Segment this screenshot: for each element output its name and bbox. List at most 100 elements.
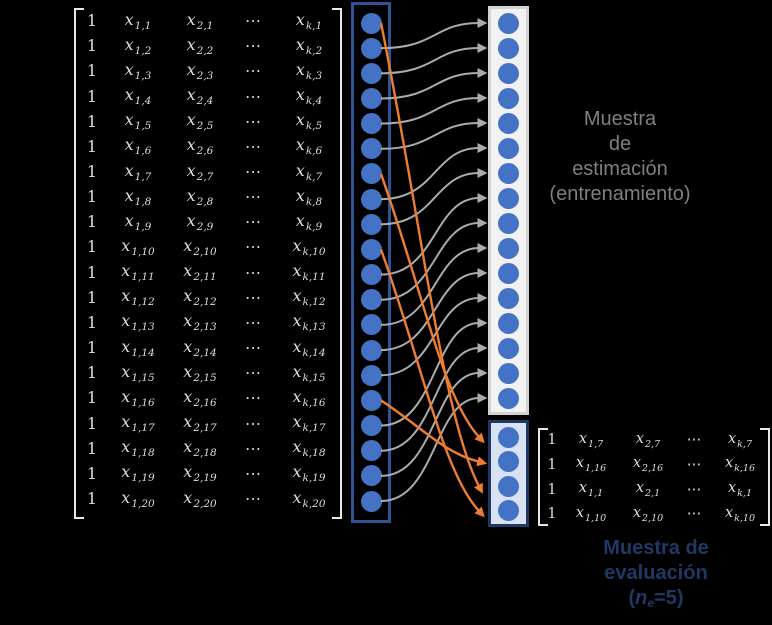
matrix-cell: 1 (86, 338, 98, 358)
training-node (497, 12, 519, 34)
full-sample-node (360, 163, 382, 185)
training-connection (380, 243, 488, 326)
matrix-cell: ⋯ (245, 237, 261, 257)
matrix-cell: xk,17 (292, 412, 326, 435)
full-sample-node (360, 188, 382, 210)
matrix-cell: x1,16 (121, 386, 155, 409)
matrix-row: 1 x1,12 x2,12 ⋯ xk,12 (78, 285, 342, 310)
eval-matrix-close-bracket (760, 428, 770, 526)
matrix-cell: ⋯ (245, 36, 261, 56)
matrix-cell: x1,9 (124, 210, 152, 233)
design-matrix: 1 x1,1 x2,1 ⋯ xk,1 1 x1,2 x2,2 ⋯ xk,2 1 x1,3 x2,3 ⋯ xk… (78, 8, 342, 511)
matrix-cell: ⋯ (245, 388, 261, 408)
matrix-row: 1 x1,11 x2,11 ⋯ xk,11 (78, 260, 342, 285)
evaluation-node (497, 451, 519, 473)
full-sample-node (360, 213, 382, 235)
matrix-cell: x2,4 (186, 85, 214, 108)
training-connection (380, 93, 488, 125)
matrix-cell: ⋯ (245, 136, 261, 156)
matrix-cell: x2,17 (183, 412, 217, 435)
matrix-cell: x2,11 (183, 261, 217, 284)
full-sample-node (360, 389, 382, 411)
full-sample-node (360, 465, 382, 487)
full-sample-node (360, 339, 382, 361)
matrix-row: 1 x1,16 x2,16 ⋯ xk,16 (78, 385, 342, 410)
training-node (497, 237, 519, 259)
matrix-cell: 1 (86, 312, 98, 332)
matrix-cell: ⋯ (245, 262, 261, 282)
training-node (497, 212, 519, 234)
full-sample-node (360, 87, 382, 109)
training-node (497, 137, 519, 159)
training-connection (380, 193, 488, 276)
matrix-cell: x1,7 (124, 160, 152, 183)
training-connection (380, 68, 488, 100)
matrix-row: 1 x1,13 x2,13 ⋯ xk,13 (78, 310, 342, 335)
matrix-cell: x2,19 (183, 462, 217, 485)
matrix-row: 1 x1,17 x2,17 ⋯ xk,17 (78, 411, 342, 436)
matrix-cell: x1,4 (124, 85, 152, 108)
matrix-cell: x1,1 (124, 9, 152, 32)
matrix-row: 1 x1,20 x2,20 ⋯ xk,20 (78, 486, 342, 511)
full-sample-node (360, 415, 382, 437)
matrix-cell: x2,14 (183, 336, 217, 359)
matrix-cell: x1,1 (578, 480, 604, 500)
matrix-cell: xk,11 (292, 261, 326, 284)
matrix-cell: ⋯ (245, 489, 261, 509)
matrix-cell: xk,5 (295, 110, 323, 133)
matrix-row: 1 x1,15 x2,15 ⋯ xk,15 (78, 360, 342, 385)
training-node (497, 112, 519, 134)
matrix-row: 1 x1,10 x2,10 ⋯ xk,10 (78, 234, 342, 259)
matrix-cell: x1,10 (575, 504, 607, 524)
matrix-cell: x2,12 (183, 286, 217, 309)
matrix-cell: xk,1 (727, 480, 752, 500)
matrix-row: 1 x1,3 x2,3 ⋯ xk,3 (78, 58, 342, 83)
matrix-row: 1 x1,14 x2,14 ⋯ xk,14 (78, 335, 342, 360)
matrix-cell: x2,9 (186, 210, 214, 233)
matrix-cell: 1 (547, 432, 557, 449)
full-sample-node (360, 62, 382, 84)
matrix-cell: x2,3 (186, 59, 214, 82)
matrix-cell: ⋯ (686, 481, 702, 498)
matrix-cell: 1 (86, 237, 98, 257)
full-sample-node (360, 12, 382, 34)
matrix-row: 1 x1,10 x2,10 ⋯ xk,10 (542, 502, 768, 527)
matrix-cell: xk,3 (295, 59, 323, 82)
eval-matrix-open-bracket (538, 428, 548, 526)
matrix-cell: x1,14 (121, 336, 155, 359)
left-matrix-close-bracket (332, 8, 342, 519)
matrix-cell: 1 (86, 287, 98, 307)
evaluation-matrix: 1 x1,7 x2,7 ⋯ xk,7 1 x1,16 x2,16 ⋯ xk,16 1 x1,1 x2,1… (542, 428, 768, 527)
matrix-cell: ⋯ (245, 338, 261, 358)
matrix-cell: x2,10 (183, 235, 217, 258)
training-node (497, 337, 519, 359)
training-label-line: Muestra (583, 108, 657, 130)
training-connection (380, 18, 488, 50)
training-node (497, 362, 519, 384)
matrix-cell: xk,18 (292, 437, 326, 460)
evaluation-label-line: evaluación (604, 562, 708, 584)
matrix-cell: ⋯ (245, 162, 261, 182)
training-node (497, 262, 519, 284)
matrix-cell: 1 (547, 506, 557, 523)
training-connection (380, 168, 488, 226)
full-sample-node (360, 238, 382, 260)
n-subscript: e (647, 596, 655, 610)
matrix-cell: x1,6 (124, 135, 152, 158)
matrix-cell: x2,1 (635, 480, 661, 500)
training-node (497, 287, 519, 309)
training-connection (380, 318, 488, 427)
matrix-cell: 1 (86, 262, 98, 282)
full-sample-node (360, 364, 382, 386)
training-connection (380, 393, 488, 503)
full-sample-node (360, 314, 382, 336)
evaluation-connection (379, 249, 485, 518)
matrix-row: 1 x1,7 x2,7 ⋯ xk,7 (542, 428, 768, 453)
matrix-cell: xk,13 (292, 311, 326, 334)
matrix-cell: 1 (86, 187, 98, 207)
matrix-cell: ⋯ (686, 432, 702, 449)
matrix-cell: xk,7 (727, 430, 752, 450)
matrix-cell: x1,19 (121, 462, 155, 485)
matrix-cell: x2,10 (632, 504, 664, 524)
matrix-cell: 1 (86, 61, 98, 81)
